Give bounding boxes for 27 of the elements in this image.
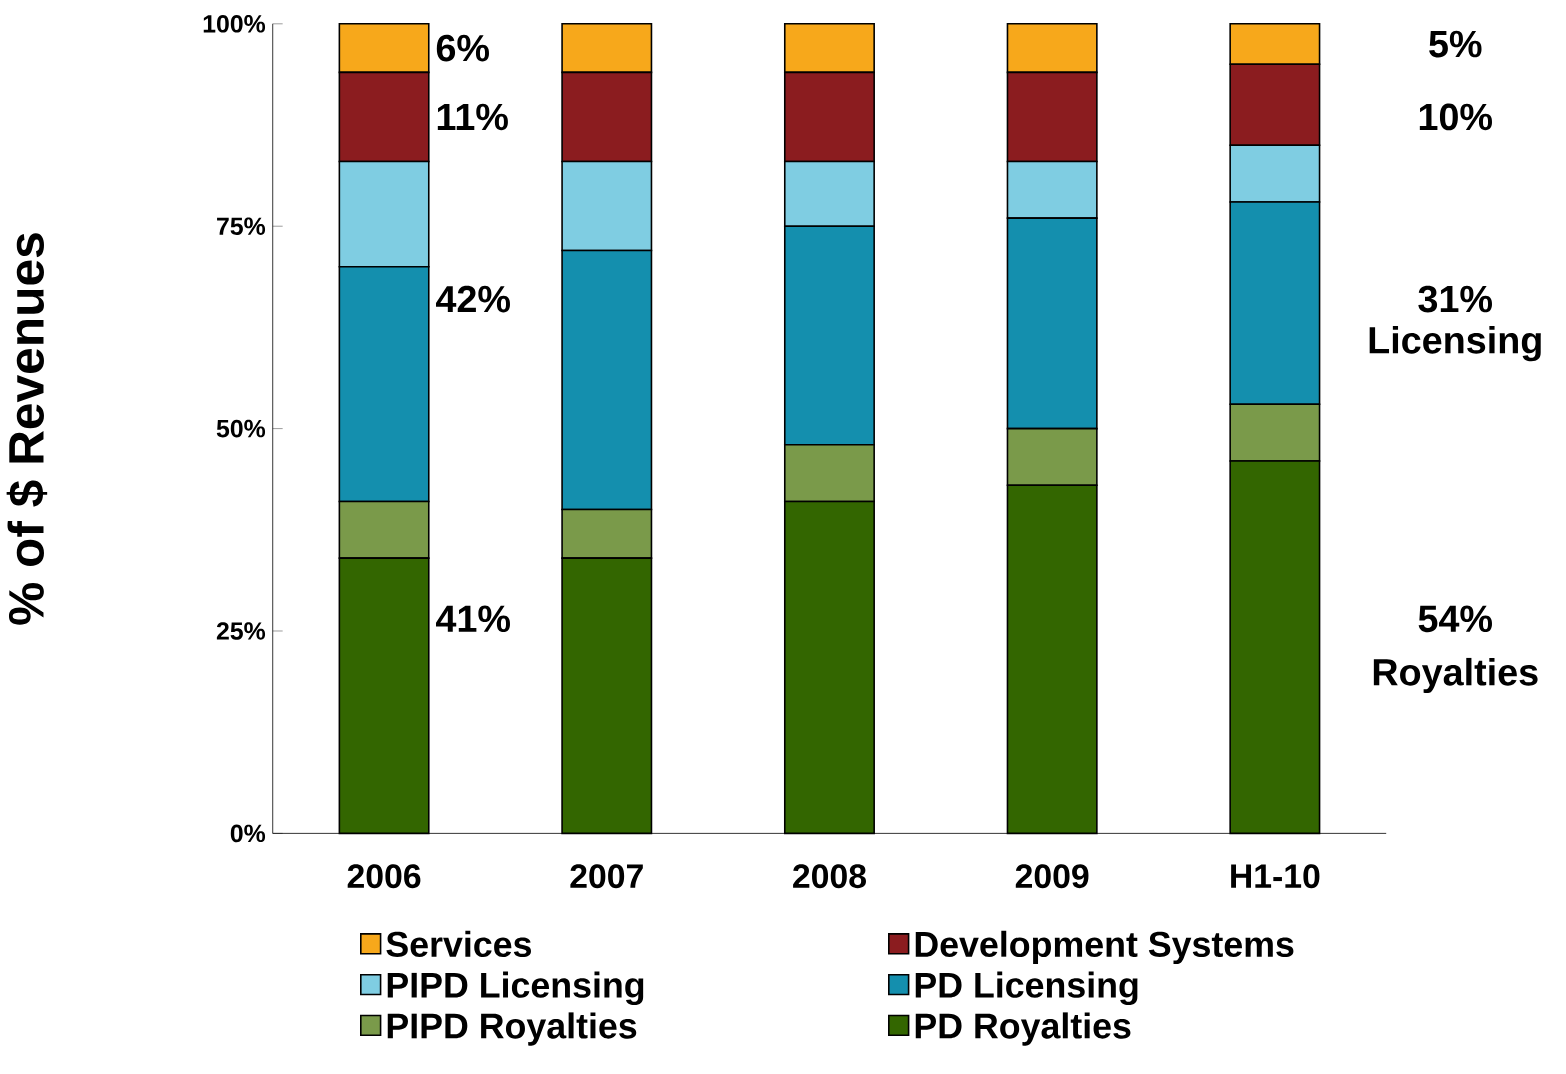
y-tick-label: 25% [216, 622, 266, 640]
annotation: Licensing [1369, 326, 1541, 362]
annotation: 42% [436, 285, 510, 313]
legend-label: PD Royalties [915, 1012, 1131, 1046]
x-tick-label: H1-10 [1231, 864, 1320, 889]
annotation: Royalties [1373, 658, 1538, 694]
annotation: 6% [436, 34, 489, 62]
y-axis-title: % of $ Revenues [6, 233, 48, 625]
y-tick-label: 0% [230, 824, 266, 843]
x-tick-label: 2009 [1015, 864, 1089, 889]
y-tick-label: 50% [216, 419, 266, 438]
text: 5% [1429, 30, 1482, 58]
legend-label: Services [386, 930, 531, 958]
legend-label: PIPD Licensing [387, 971, 644, 1006]
y-tick-label: 100% [203, 15, 266, 33]
legend-label: PD Licensing [915, 971, 1138, 1006]
legend-label: PIPD Royalties [387, 1012, 637, 1046]
legend-label: Development Systems [915, 930, 1294, 965]
x-tick-label: 2006 [347, 864, 421, 889]
x-tick-label: 2007 [570, 864, 643, 889]
y-tick-label: 75% [217, 217, 266, 236]
x-tick-label: 2008 [793, 864, 866, 889]
text: 31% [1418, 285, 1492, 313]
annotation: 11% [437, 103, 508, 131]
text: 10% [1419, 103, 1492, 131]
annotation: 41% [436, 605, 510, 633]
text: 54% [1418, 605, 1492, 633]
